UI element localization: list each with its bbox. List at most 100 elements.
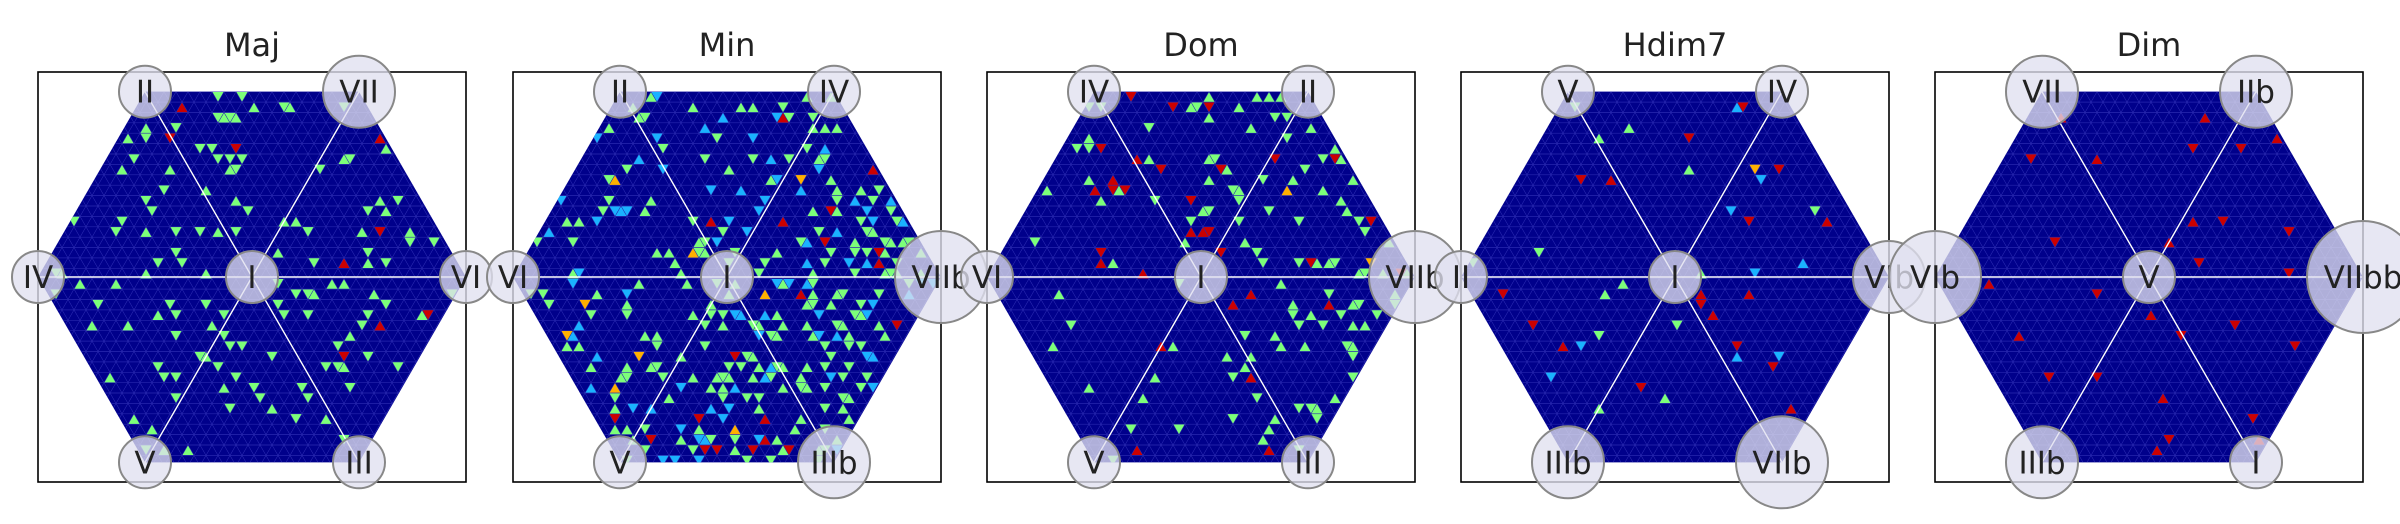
lattice-cell — [837, 403, 849, 414]
lattice-cell — [1359, 226, 1371, 238]
lattice-cell — [1251, 247, 1263, 258]
lattice-cell — [194, 226, 206, 238]
lattice-cell — [2049, 237, 2061, 248]
label-circle — [11, 250, 65, 304]
label-text: IIIb — [1544, 445, 1591, 481]
lattice-cell — [1359, 268, 1371, 279]
label-text: I — [722, 260, 731, 296]
lattice-cell — [1281, 185, 1293, 196]
lattice-cell — [1239, 330, 1251, 342]
lattice-cell — [272, 247, 284, 258]
lattice-cell — [1299, 164, 1311, 175]
label-circle — [1541, 64, 1595, 119]
lattice-cell — [747, 320, 759, 331]
label-text: I — [1670, 260, 1679, 296]
lattice-cell — [825, 206, 837, 217]
lattice-cell — [2235, 143, 2247, 154]
label-text: III — [1294, 445, 1321, 481]
lattice-cell — [675, 424, 687, 435]
lattice-cell — [1575, 174, 1587, 186]
lattice-cell — [543, 299, 555, 310]
lattice-cell — [855, 299, 867, 310]
lattice-cell — [657, 455, 669, 463]
lattice-cell — [759, 289, 771, 300]
lattice-cell — [170, 309, 182, 321]
lattice-cell — [723, 216, 735, 227]
lattice-cell — [879, 237, 891, 248]
lattice-cell — [1623, 122, 1635, 134]
lattice-cell — [693, 434, 705, 445]
lattice-cell — [777, 445, 789, 456]
lattice-cell — [651, 91, 663, 103]
lattice-cell — [705, 382, 717, 393]
lattice-cell — [152, 361, 164, 373]
lattice-cell — [1245, 122, 1257, 134]
lattice-cell — [855, 341, 867, 352]
label-text: IIIb — [810, 445, 857, 481]
lattice-cell — [1635, 382, 1647, 393]
lattice-cell — [1227, 372, 1239, 383]
lattice-cell — [675, 434, 687, 445]
lattice-cell — [855, 185, 867, 196]
lattice-cell — [122, 320, 134, 331]
lattice-cell — [170, 393, 182, 404]
lattice-cell — [326, 278, 338, 290]
lattice-cell — [236, 341, 248, 352]
lattice-cell — [212, 361, 224, 373]
lattice-cell — [1617, 278, 1629, 290]
lattice-cell — [1497, 289, 1509, 300]
lattice-cell — [1323, 299, 1335, 310]
lattice-cell — [1131, 445, 1143, 456]
lattice-cell — [801, 278, 813, 290]
vertex-label: VIb — [1888, 230, 1982, 324]
vertex-label: IIb — [2219, 54, 2293, 129]
lattice-cell — [218, 382, 230, 393]
lattice-cell — [320, 413, 332, 425]
lattice-cell — [1323, 289, 1335, 300]
lattice-cell — [1227, 413, 1239, 425]
label-circle — [1531, 425, 1605, 500]
lattice-cell — [657, 372, 669, 383]
lattice-cell — [621, 206, 633, 217]
lattice-cell — [2289, 341, 2301, 352]
label-circle — [2005, 54, 2079, 129]
label-circle — [1735, 415, 1829, 510]
lattice-cell — [879, 247, 891, 258]
lattice-cell — [1575, 341, 1587, 352]
lattice-cell — [597, 206, 609, 217]
lattice-cell — [1065, 320, 1077, 331]
vertex-label: II — [1434, 250, 1488, 304]
lattice-cell — [236, 91, 248, 103]
lattice-cell — [861, 309, 873, 321]
lattice-cell — [591, 216, 603, 227]
lattice-cell — [663, 247, 675, 258]
lattice-cell — [1341, 341, 1353, 352]
label-text: II — [1452, 260, 1470, 296]
lattice-cell — [1257, 434, 1269, 445]
lattice-cell — [711, 237, 723, 248]
label-circle — [118, 435, 172, 490]
lattice-cell — [224, 112, 236, 123]
lattice-cell — [807, 268, 819, 279]
lattice-cell — [218, 112, 230, 123]
lattice-cell — [224, 164, 236, 175]
lattice-cell — [753, 434, 765, 445]
lattice-cell — [795, 174, 807, 186]
label-circle — [2005, 425, 2079, 500]
lattice-cell — [212, 154, 224, 165]
lattice-cell — [404, 237, 416, 248]
lattice-cell — [735, 309, 747, 321]
lattice-cell — [1155, 164, 1167, 175]
lattice-cell — [885, 237, 897, 248]
lattice-cell — [1167, 102, 1179, 113]
lattice-cell — [1047, 341, 1059, 352]
lattice-cell — [753, 206, 765, 217]
lattice-cell — [711, 445, 723, 456]
lattice-cell — [248, 382, 260, 393]
lattice-cell — [873, 257, 885, 269]
lattice-cell — [729, 382, 741, 393]
lattice-cell — [837, 372, 849, 383]
lattice-cell — [278, 309, 290, 321]
